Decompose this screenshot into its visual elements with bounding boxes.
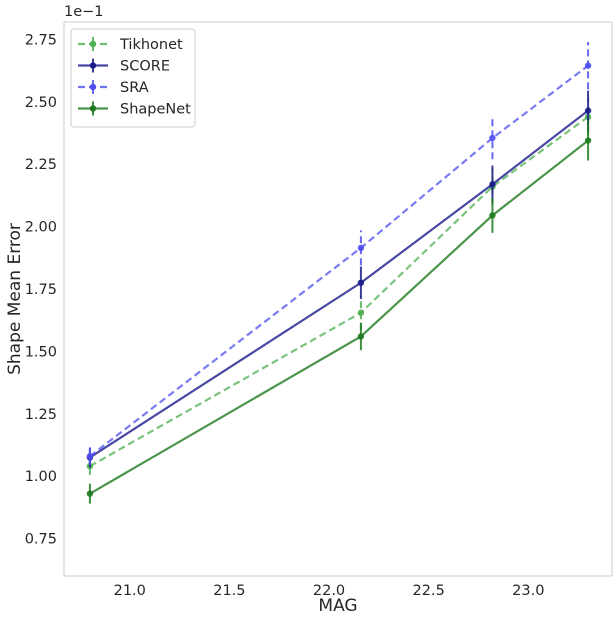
- legend-label: SRA: [120, 80, 149, 96]
- data-point: [357, 309, 365, 316]
- series-line: [89, 139, 589, 495]
- y-tick-label: 1.50: [25, 344, 57, 360]
- data-point: [584, 107, 592, 114]
- legend-entry: SCORE: [78, 58, 170, 75]
- data-point: [357, 279, 365, 286]
- x-tick-label: 21.0: [114, 583, 146, 599]
- data-point: [357, 244, 365, 252]
- y-tick-label: 2.50: [25, 95, 57, 111]
- legend-box: [70, 28, 196, 128]
- x-tick-label: 22.5: [413, 583, 445, 599]
- x-axis-label: MAG: [318, 596, 357, 616]
- legend: Tikhonet SCORE SRA ShapeNet: [70, 28, 196, 128]
- legend-marker: [89, 105, 97, 112]
- x-tick-label: 22.0: [313, 583, 345, 599]
- y-tick-label: 2.75: [25, 32, 57, 48]
- series-line: [89, 64, 589, 458]
- series-line: [89, 109, 589, 459]
- legend-label: ShapeNet: [120, 102, 191, 118]
- axes-frame: [63, 21, 613, 577]
- data-point: [357, 333, 365, 340]
- series-shapenet: [86, 120, 592, 504]
- y-tick-label: 2.25: [25, 157, 57, 173]
- data-point: [489, 212, 496, 219]
- y-tick-label: 1.75: [25, 282, 57, 298]
- series-sra: [86, 41, 592, 465]
- data-point: [584, 137, 592, 144]
- y-tick-label: 1.00: [25, 469, 57, 485]
- series-layer: [86, 41, 592, 504]
- y-axis-label: Shape Mean Error: [5, 223, 25, 375]
- y-offset-label: 1e−1: [64, 4, 104, 20]
- x-tick-labels: 21.0 21.5 22.0 22.5 23.0: [114, 583, 545, 599]
- data-point: [86, 490, 94, 497]
- data-point: [489, 181, 496, 188]
- legend-label: SCORE: [120, 59, 170, 75]
- y-tick-label: 0.75: [25, 532, 57, 548]
- legend-entry: Tikhonet: [78, 37, 183, 53]
- data-point: [584, 62, 592, 69]
- legend-label: Tikhonet: [119, 37, 183, 53]
- data-point: [489, 134, 496, 142]
- legend-marker: [89, 83, 97, 91]
- legend-marker: [89, 62, 97, 69]
- y-tick-labels: 0.75 1.00 1.25 1.50 1.75 2.00 2.25 2.50 2.75: [25, 32, 57, 547]
- legend-entry: ShapeNet: [78, 101, 191, 118]
- y-tick-label: 1.25: [25, 407, 57, 423]
- y-tick-label: 2.00: [25, 220, 57, 236]
- x-tick-label: 21.5: [213, 583, 245, 599]
- series-line: [89, 115, 589, 468]
- legend-marker: [89, 40, 97, 48]
- data-point: [86, 453, 94, 460]
- x-tick-label: 23.0: [512, 583, 544, 599]
- legend-entry: SRA: [78, 80, 149, 96]
